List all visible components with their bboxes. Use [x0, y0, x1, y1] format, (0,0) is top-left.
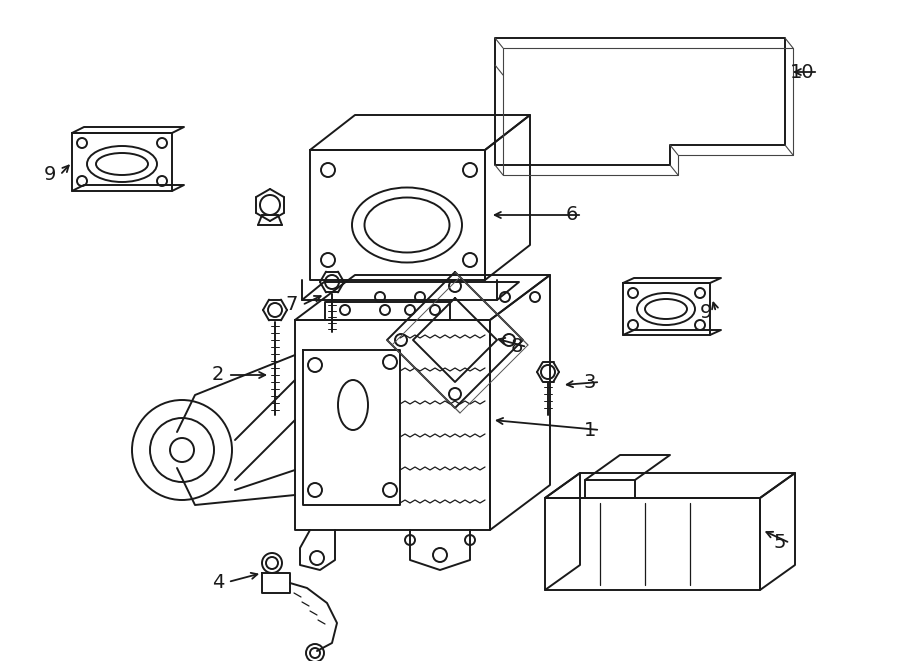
Text: 7: 7 [285, 295, 298, 315]
Text: 2: 2 [212, 366, 224, 385]
Text: 4: 4 [212, 572, 224, 592]
Text: 6: 6 [565, 206, 578, 225]
Text: 5: 5 [773, 533, 786, 553]
Text: 10: 10 [789, 63, 814, 81]
Text: 1: 1 [583, 420, 596, 440]
Text: 9: 9 [699, 303, 712, 321]
Text: 9: 9 [43, 165, 56, 184]
Text: 8: 8 [510, 338, 523, 356]
Text: 3: 3 [583, 373, 596, 391]
